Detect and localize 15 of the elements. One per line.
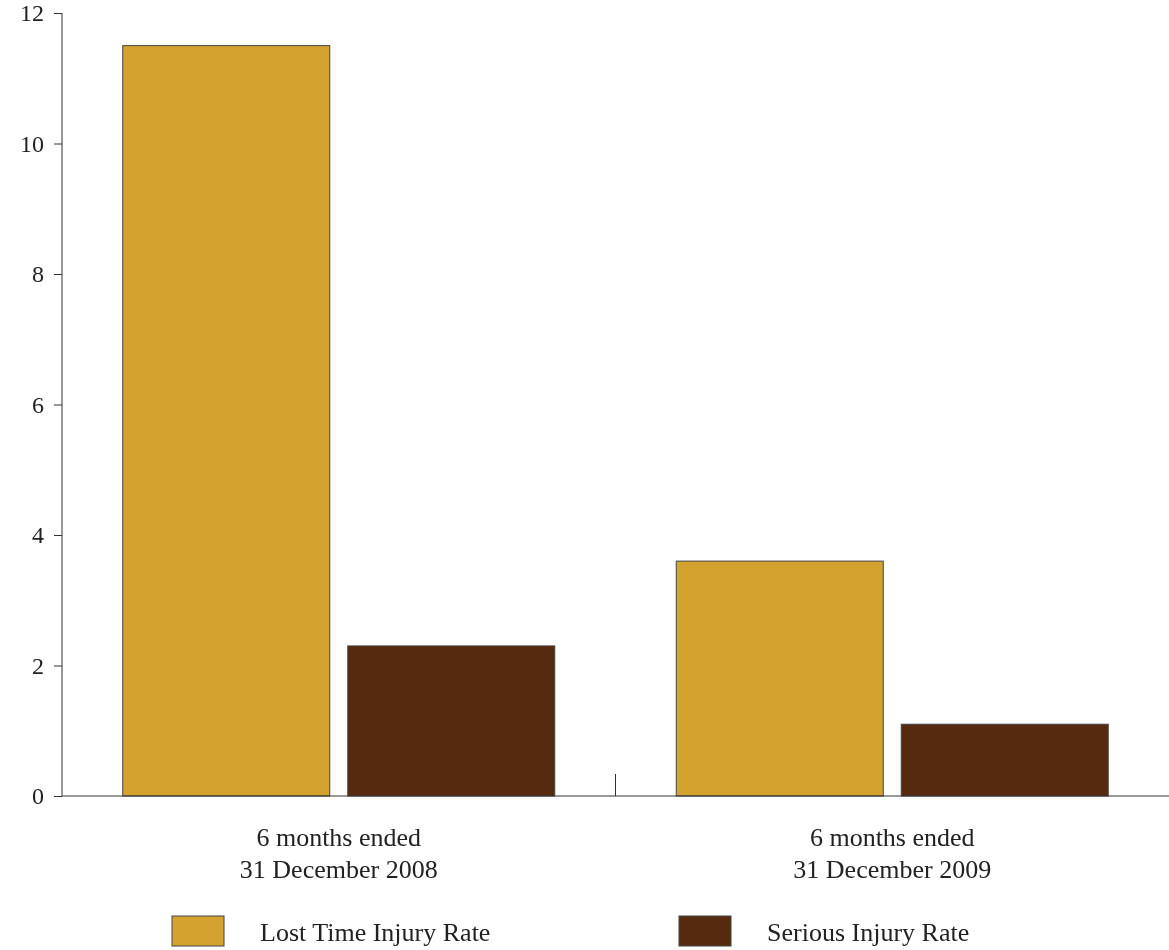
x-tick-label: 6 months ended 31 December 2009 [793,823,992,884]
legend-label: Serious Injury Rate [767,918,970,947]
bar [347,645,556,797]
y-tick-label: 0 [32,783,44,810]
y-tick-label: 12 [20,0,44,27]
x-tick-label: 6 months ended 31 December 2008 [239,823,438,884]
y-tick-label: 8 [32,261,44,288]
bar [675,560,884,797]
y-tick-label: 6 [32,391,44,418]
bar [900,723,1109,797]
bar [122,45,331,797]
y-tick-label: 10 [20,130,44,157]
y-tick-label: 2 [32,652,44,679]
y-tick-label: 4 [32,522,44,549]
legend-label: Lost Time Injury Rate [260,918,491,947]
